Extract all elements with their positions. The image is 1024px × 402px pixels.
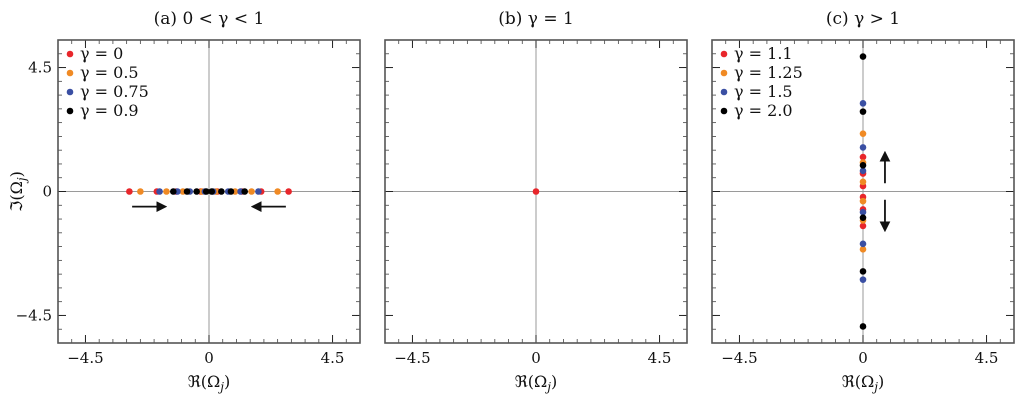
data-point [227, 188, 235, 195]
data-point [183, 188, 191, 195]
data-point [218, 188, 225, 195]
panel-1: −4.5 0 4.5 (b) γ = 1 ℜ(Ωj) [384, 9, 688, 394]
data-point [859, 130, 867, 137]
data-point [859, 167, 867, 175]
data-point [859, 222, 867, 230]
legend-entry: γ = 2.0 [734, 101, 793, 120]
x-tick-label: −4.5 [721, 349, 757, 367]
panel-2: −4.5 0 4.5(c) γ > 1ℜ(Ωj)γ = 1.1γ = 1.25γ =… [711, 9, 1015, 394]
data-point [859, 268, 867, 275]
plot-frame [57, 39, 361, 344]
legend-entry: γ = 0 [80, 44, 123, 63]
data-point [202, 188, 210, 195]
data-point [532, 188, 540, 195]
legend-entry: γ = 0.75 [80, 82, 149, 101]
x-axis-label: ℜ(Ωj) [842, 372, 885, 394]
plot-frame [384, 39, 688, 344]
data-point [859, 276, 867, 283]
y-tick-label: −4.5 [16, 306, 52, 324]
data-point [859, 197, 867, 205]
y-axis-label: ℑ(Ωj) [7, 171, 29, 212]
panel-title: (a) 0 < γ < 1 [154, 9, 265, 29]
x-tick-label: 4.5 [648, 349, 672, 367]
legend-marker [720, 88, 728, 96]
data-point [859, 240, 867, 248]
x-tick-label: −4.5 [67, 349, 103, 367]
panel-0: −4.5 0 4.5 −4.5 0 4.5 (a) 0 < γ < 1 ℜ(Ωj) ℑ(Ωj) γ… [7, 9, 361, 394]
data-point [241, 188, 248, 195]
x-tick-label: 4.5 [321, 349, 345, 367]
data-point [285, 188, 292, 195]
data-point [248, 188, 255, 195]
data-point [208, 188, 216, 195]
data-point [193, 188, 200, 195]
data-point [859, 108, 867, 115]
x-axis-label: ℜ(Ωj) [515, 372, 558, 394]
data-point [170, 188, 177, 195]
data-point [156, 188, 163, 195]
data-point [859, 246, 867, 253]
x-tick-label: −4.5 [394, 349, 430, 367]
panel-title: (b) γ = 1 [498, 9, 574, 29]
legend-marker [66, 107, 74, 115]
legend-entry: γ = 0.9 [80, 101, 139, 120]
legend-entry: γ = 1.5 [734, 82, 793, 101]
x-tick-label: 0 [858, 349, 868, 367]
data-point [859, 53, 867, 60]
y-tick-label: 0 [42, 183, 52, 201]
legend-entry: γ = 0.5 [80, 63, 139, 82]
legend-marker [720, 107, 728, 115]
x-tick-label: 0 [531, 349, 541, 367]
plot-frame [711, 39, 1015, 344]
data-point [126, 188, 133, 195]
data-point [255, 188, 262, 195]
panel-title: (c) γ > 1 [826, 9, 900, 29]
legend-marker [66, 88, 74, 96]
data-point [859, 153, 867, 161]
legend-marker [720, 50, 728, 58]
x-axis-label: ℜ(Ωj) [188, 372, 231, 394]
data-point [859, 100, 867, 107]
data-point [163, 188, 170, 195]
legend-entry: γ = 1.25 [734, 63, 803, 82]
data-point [137, 188, 144, 195]
data-point [859, 162, 867, 169]
legend-marker [66, 50, 74, 58]
y-tick-label: 4.5 [28, 59, 52, 77]
legend-entry: γ = 1.1 [734, 44, 793, 63]
x-tick-label: 4.5 [975, 349, 999, 367]
data-point [859, 178, 867, 186]
data-point [274, 188, 281, 195]
x-tick-label: 0 [204, 349, 214, 367]
data-point [859, 144, 867, 151]
data-point [859, 323, 867, 330]
data-point [859, 214, 867, 221]
data-point [859, 208, 867, 216]
legend-marker [720, 69, 728, 77]
legend-marker [66, 69, 74, 77]
